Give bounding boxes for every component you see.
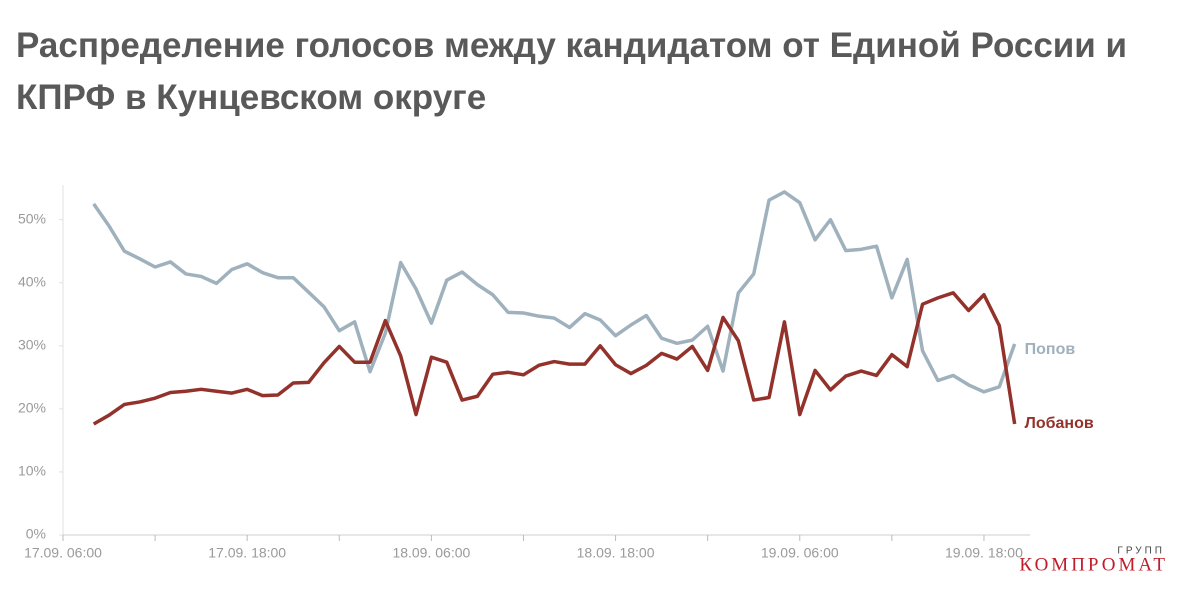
y-tick-label: 0% <box>26 526 46 542</box>
y-tick-label: 10% <box>18 463 46 479</box>
x-tick-label: 19.09. 18:00 <box>945 545 1023 561</box>
y-tick-label: 50% <box>18 210 46 226</box>
y-tick-label: 40% <box>18 273 46 289</box>
legend-label: Попов <box>1025 341 1076 358</box>
series-line <box>92 291 1017 426</box>
x-tick-label: 17.09. 06:00 <box>24 545 102 561</box>
logo-main: КОМПРОМАТ <box>1019 554 1168 575</box>
chart-title: Распределение голосов между кандидатом о… <box>16 26 1128 117</box>
logo-top: ГРУПП <box>1117 546 1165 557</box>
y-tick-label: 20% <box>18 400 46 416</box>
x-tick-label: 18.09. 06:00 <box>392 545 470 561</box>
y-tick-label: 30% <box>18 337 46 353</box>
series-line <box>92 190 1017 394</box>
x-tick-label: 17.09. 18:00 <box>208 545 286 561</box>
x-tick-label: 19.09. 06:00 <box>761 545 839 561</box>
legend-label: Лобанов <box>1025 415 1094 432</box>
x-tick-label: 18.09. 18:00 <box>577 545 655 561</box>
